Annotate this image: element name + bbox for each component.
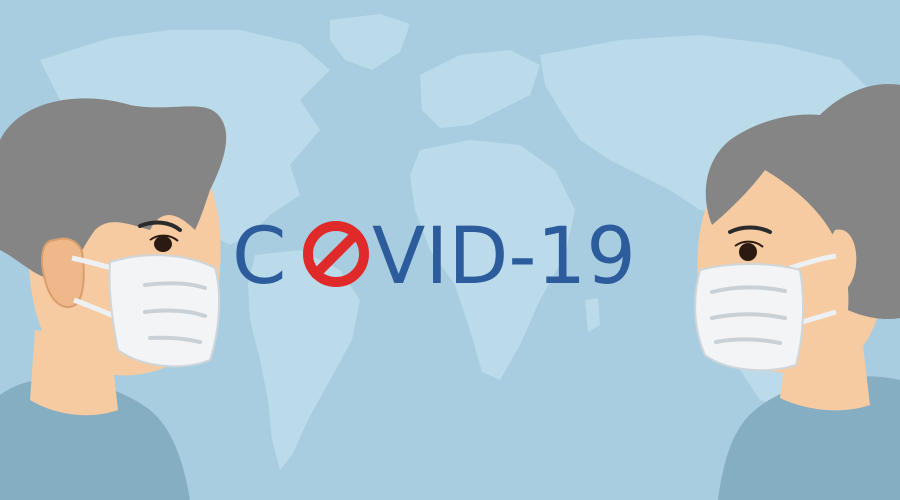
covid-title: C VID-19	[232, 212, 636, 302]
left-person-mask-pleats	[143, 281, 207, 344]
right-person-brow	[728, 225, 772, 234]
right-person-ear	[824, 229, 857, 294]
right-person-eyelid	[734, 240, 764, 248]
europe-shape	[420, 50, 540, 128]
no-entry-sign-icon	[303, 221, 369, 287]
left-person	[0, 98, 227, 500]
left-person-brow	[138, 220, 182, 232]
right-person	[694, 84, 900, 500]
left-person-ear	[41, 237, 85, 308]
right-person-mask-pleats	[710, 285, 787, 345]
greenland-shape	[330, 14, 410, 70]
title-suffix: VID-19	[372, 212, 636, 302]
left-person-eye	[154, 236, 172, 252]
title-prefix: C	[232, 212, 286, 302]
left-person-shirt	[0, 378, 190, 500]
right-person-eye	[739, 243, 757, 261]
left-person-eyelid	[149, 234, 179, 242]
left-person-hair	[0, 98, 227, 281]
south-america-shape	[248, 250, 360, 470]
africa-shape	[410, 140, 575, 380]
